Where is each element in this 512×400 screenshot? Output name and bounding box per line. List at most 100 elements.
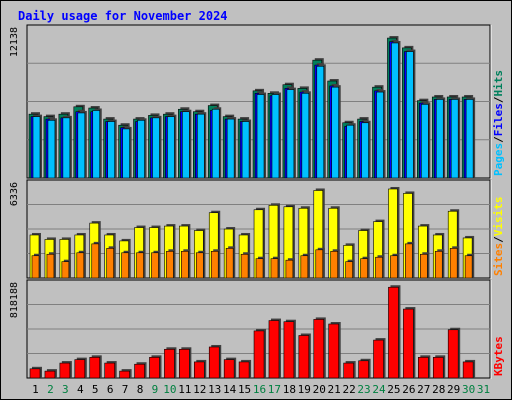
bar-kbytes-24 <box>373 339 384 379</box>
bar-sites-29 <box>449 248 458 279</box>
bar-sites-14 <box>225 248 234 279</box>
y-max-label: 818188 <box>9 282 20 318</box>
x-tick-label-23: 23 <box>357 383 370 396</box>
legend-pages-files-hits: Pages/Files/Hits <box>492 70 505 176</box>
x-tick-label-20: 20 <box>313 383 326 396</box>
bar-sites-16 <box>255 258 264 279</box>
bar-sites-28 <box>434 250 443 279</box>
x-tick-label-31: 31 <box>477 383 490 396</box>
bar-sites-27 <box>420 253 428 279</box>
x-tick-label-10: 10 <box>163 383 176 396</box>
x-tick-label-24: 24 <box>372 383 386 396</box>
bar-pages-3 <box>62 117 71 179</box>
bar-kbytes-23 <box>358 360 369 379</box>
x-tick-label-9: 9 <box>152 383 159 396</box>
x-tick-label-7: 7 <box>122 383 129 396</box>
bar-pages-10 <box>167 116 175 179</box>
bar-sites-13 <box>210 250 219 279</box>
bar-sites-3 <box>61 261 70 279</box>
x-tick-label-21: 21 <box>328 383 341 396</box>
x-tick-label-2: 2 <box>47 383 54 396</box>
bar-kbytes-6 <box>104 362 115 379</box>
bar-sites-17 <box>270 258 279 279</box>
x-tick-label-28: 28 <box>432 383 445 396</box>
x-tick-label-30: 30 <box>462 383 475 396</box>
bar-sites-7 <box>121 252 129 279</box>
bar-pages-11 <box>182 111 190 179</box>
bar-sites-23 <box>360 258 368 279</box>
bar-sites-1 <box>31 255 40 279</box>
bar-pages-6 <box>107 121 115 179</box>
x-tick-label-1: 1 <box>32 383 39 396</box>
chart-title: Daily usage for November 2024 <box>18 9 228 23</box>
x-tick-label-4: 4 <box>77 383 84 396</box>
bar-pages-4 <box>77 112 86 179</box>
bar-sites-20 <box>315 249 324 279</box>
bar-kbytes-30 <box>462 361 474 379</box>
x-tick-label-6: 6 <box>107 383 114 396</box>
bar-kbytes-21 <box>328 323 340 379</box>
bar-sites-24 <box>375 256 383 279</box>
bar-pages-8 <box>137 120 145 179</box>
bar-pages-27 <box>421 104 429 179</box>
bar-kbytes-10 <box>164 348 175 379</box>
bar-kbytes-20 <box>313 319 325 379</box>
legend-entry-kbytes: KBytes <box>492 336 505 376</box>
x-tick-label-15: 15 <box>238 383 251 396</box>
bar-kbytes-2 <box>44 370 56 379</box>
bar-pages-5 <box>92 110 101 179</box>
x-tick-label-8: 8 <box>137 383 144 396</box>
x-tick-label-22: 22 <box>342 383 355 396</box>
bar-sites-6 <box>106 248 114 279</box>
bar-pages-25 <box>391 42 399 179</box>
bar-sites-19 <box>300 255 309 279</box>
bar-sites-5 <box>91 243 100 279</box>
x-tick-label-12: 12 <box>193 383 206 396</box>
bar-sites-15 <box>240 253 249 279</box>
x-tick-label-13: 13 <box>208 383 221 396</box>
x-tick-label-18: 18 <box>283 383 296 396</box>
x-tick-label-25: 25 <box>387 383 400 396</box>
x-tick-label-29: 29 <box>447 383 460 396</box>
x-tick-label-26: 26 <box>402 383 415 396</box>
bar-pages-22 <box>346 124 354 179</box>
x-tick-label-5: 5 <box>92 383 99 396</box>
bar-pages-13 <box>211 108 220 179</box>
x-tick-label-11: 11 <box>178 383 191 396</box>
bar-kbytes-5 <box>89 357 101 379</box>
bar-sites-8 <box>136 252 144 279</box>
x-tick-label-27: 27 <box>417 383 430 396</box>
legend-entry-files: Files <box>492 103 505 136</box>
legend-visits-sites: Sites/Visits <box>492 197 505 277</box>
bar-pages-21 <box>331 86 340 179</box>
y-max-label: 6336 <box>9 182 20 206</box>
bar-kbytes-28 <box>432 357 444 379</box>
x-tick-label-17: 17 <box>268 383 281 396</box>
bar-pages-16 <box>256 94 265 179</box>
bar-kbytes-18 <box>283 321 295 379</box>
bar-sites-26 <box>405 243 413 279</box>
bar-kbytes-15 <box>238 361 250 379</box>
bar-kbytes-13 <box>208 346 220 379</box>
legend-entry-visits: Visits <box>492 197 505 237</box>
bar-pages-26 <box>406 51 414 179</box>
bar-kbytes-22 <box>343 362 354 379</box>
x-tick-label-16: 16 <box>253 383 266 396</box>
bar-kbytes-8 <box>134 363 145 379</box>
bar-sites-10 <box>166 250 174 279</box>
bar-kbytes-16 <box>253 330 265 379</box>
bar-pages-14 <box>226 118 235 179</box>
bar-kbytes-4 <box>74 359 86 379</box>
bar-kbytes-3 <box>59 362 71 379</box>
bar-kbytes-12 <box>193 361 205 379</box>
bar-pages-2 <box>47 120 56 179</box>
bar-pages-29 <box>450 99 459 179</box>
bar-sites-11 <box>181 250 189 279</box>
bar-pages-30 <box>465 99 474 179</box>
bar-kbytes-1 <box>29 368 41 379</box>
bar-pages-15 <box>241 121 250 179</box>
bar-pages-20 <box>316 65 325 179</box>
bar-sites-12 <box>195 252 204 279</box>
bar-kbytes-19 <box>298 335 310 379</box>
